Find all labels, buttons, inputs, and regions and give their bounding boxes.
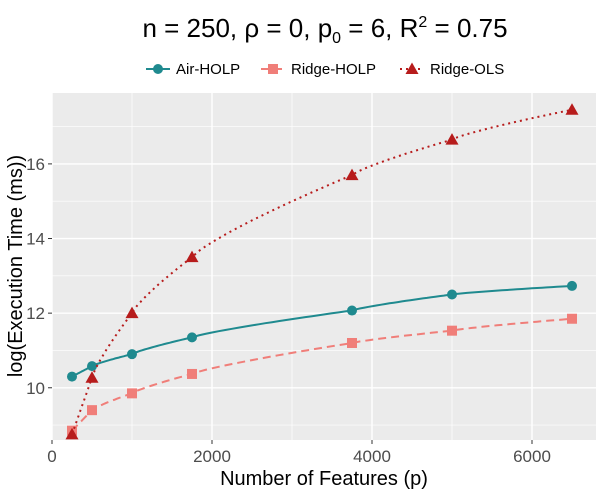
- y-tick-label: 14: [26, 230, 45, 249]
- grid: [51, 93, 596, 440]
- legend-item-ridge-ols: Ridge-OLS: [400, 61, 504, 78]
- y-tick-label: 12: [26, 304, 45, 323]
- chart-title-superscript: 2: [418, 14, 427, 31]
- data-point-ridge-ols: [185, 250, 199, 263]
- legend-key-marker: [405, 62, 419, 74]
- x-tick-label: 4000: [353, 447, 391, 466]
- data-point-ridge-holp: [447, 325, 457, 336]
- plot-panel: [52, 93, 596, 440]
- chart-title-tail: = 0.75: [427, 13, 507, 43]
- chart-title-mid: = 6, R: [341, 13, 418, 43]
- chart-title: n = 250, ρ = 0, p0 = 6, R2 = 0.75: [142, 13, 507, 47]
- legend-key-marker: [268, 64, 278, 74]
- chart-title-main: n = 250, ρ = 0, p: [142, 13, 332, 43]
- y-axis: 10 12 14 16: [26, 155, 52, 398]
- x-axis-title: Number of Features (p): [220, 468, 428, 490]
- series-ridge-ols: [65, 103, 579, 440]
- data-point-ridge-ols: [445, 133, 459, 145]
- data-point-air-holp: [447, 289, 457, 300]
- data-point-ridge-holp: [127, 388, 137, 399]
- y-tick-label: 16: [26, 155, 45, 174]
- data-point-air-holp: [187, 332, 197, 343]
- series-layer: [65, 103, 579, 440]
- x-tick-label: 2000: [193, 447, 231, 466]
- data-point-ridge-ols: [125, 306, 139, 319]
- data-point-ridge-ols: [65, 427, 79, 440]
- data-point-air-holp: [567, 280, 577, 291]
- legend-label: Air-HOLP: [176, 61, 240, 78]
- y-axis-title: log(Execution Time (ms)): [5, 155, 27, 377]
- x-axis: 0 2000 4000 6000: [47, 440, 551, 466]
- data-point-ridge-holp: [87, 405, 97, 416]
- legend-label: Ridge-HOLP: [291, 61, 376, 78]
- data-point-air-holp: [127, 349, 137, 360]
- legend-label: Ridge-OLS: [430, 61, 504, 78]
- data-point-air-holp: [67, 371, 77, 382]
- chart-title-subscript: 0: [332, 30, 341, 47]
- legend-item-air-holp: Air-HOLP: [146, 61, 240, 78]
- series-air-holp: [67, 280, 577, 382]
- x-tick-label: 6000: [513, 447, 551, 466]
- data-point-ridge-holp: [567, 313, 577, 324]
- data-point-ridge-holp: [187, 368, 197, 379]
- legend: Air-HOLP Ridge-HOLP Ridge-OLS: [146, 61, 504, 78]
- legend-key-marker: [153, 64, 163, 74]
- legend-item-ridge-holp: Ridge-HOLP: [261, 61, 376, 78]
- y-tick-label: 10: [26, 379, 45, 398]
- data-point-ridge-ols: [85, 371, 99, 383]
- data-point-ridge-ols: [345, 168, 359, 181]
- data-point-air-holp: [347, 305, 357, 316]
- data-point-ridge-holp: [347, 337, 357, 348]
- data-point-air-holp: [87, 361, 97, 372]
- data-point-ridge-ols: [565, 103, 579, 115]
- x-tick-label: 0: [47, 447, 56, 466]
